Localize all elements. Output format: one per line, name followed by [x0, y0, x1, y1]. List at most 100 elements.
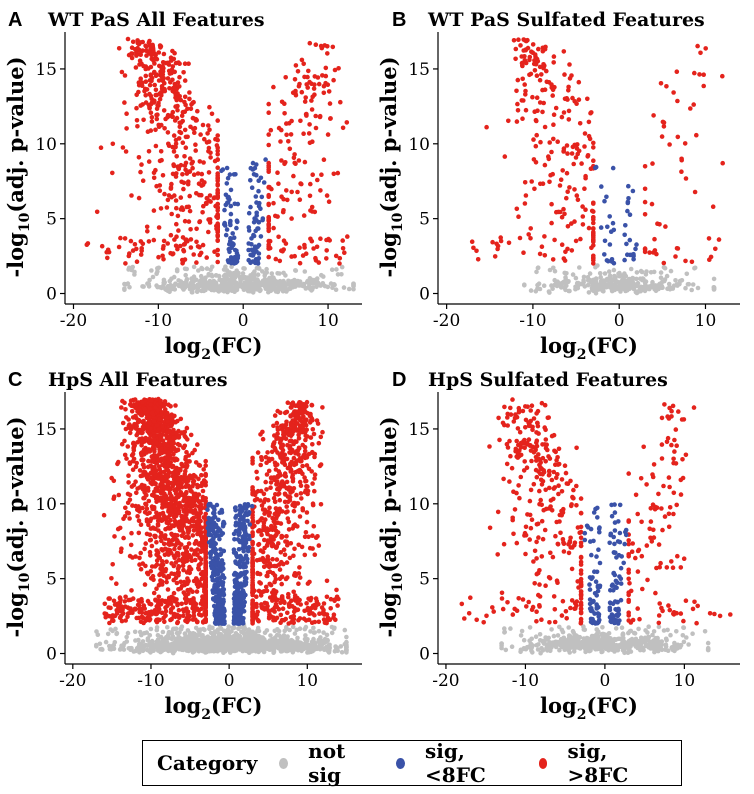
data-point	[225, 258, 231, 263]
data-point	[152, 61, 157, 66]
data-point	[334, 267, 339, 272]
data-point	[582, 131, 588, 136]
data-point	[183, 160, 189, 166]
data-point	[711, 276, 717, 282]
data-point	[630, 188, 636, 194]
data-point	[233, 260, 239, 266]
data-point	[200, 488, 206, 494]
data-point	[132, 629, 138, 635]
data-point	[190, 285, 196, 290]
data-point	[130, 264, 135, 270]
data-point	[122, 100, 127, 105]
data-point	[189, 161, 194, 166]
data-point	[539, 244, 545, 249]
data-point	[199, 606, 204, 612]
data-point	[218, 639, 223, 644]
data-point	[215, 208, 220, 213]
data-point	[177, 74, 182, 80]
data-point	[664, 84, 669, 89]
data-point	[194, 191, 199, 196]
data-point	[339, 264, 345, 270]
data-point	[547, 179, 552, 185]
data-point	[173, 141, 179, 147]
data-point	[186, 179, 191, 184]
data-point	[144, 630, 149, 635]
data-point	[180, 285, 185, 291]
data-point	[126, 510, 132, 516]
data-point	[166, 461, 171, 467]
data-point	[106, 596, 111, 601]
data-point	[144, 519, 150, 524]
data-point	[551, 265, 556, 271]
data-point	[149, 119, 155, 124]
data-point	[225, 175, 231, 181]
data-point	[326, 199, 332, 204]
data-point	[610, 220, 616, 226]
data-point	[310, 172, 316, 177]
data-point	[161, 51, 167, 57]
data-point	[249, 642, 254, 647]
data-point	[266, 221, 272, 227]
data-point	[140, 424, 146, 430]
data-point	[179, 601, 184, 607]
data-point	[664, 273, 670, 279]
data-point	[124, 111, 129, 116]
data-point	[196, 504, 202, 510]
data-point	[122, 452, 128, 458]
data-point	[292, 283, 298, 289]
data-point	[283, 75, 289, 80]
data-point	[552, 237, 557, 243]
data-point	[143, 73, 149, 79]
data-point	[226, 640, 232, 645]
data-point	[162, 494, 167, 499]
data-point	[658, 270, 664, 275]
data-point	[142, 406, 148, 412]
data-point	[134, 118, 140, 123]
data-point	[255, 625, 261, 631]
data-point	[638, 276, 643, 282]
data-point	[215, 171, 220, 176]
data-point	[97, 641, 103, 647]
data-point	[250, 248, 255, 253]
data-point	[236, 283, 242, 289]
data-point	[179, 641, 185, 647]
data-point	[183, 282, 188, 288]
data-point	[187, 570, 192, 576]
data-point	[582, 144, 587, 149]
data-point	[127, 553, 133, 559]
data-point	[171, 646, 176, 652]
data-point	[540, 109, 545, 115]
data-point	[263, 157, 268, 162]
data-point	[542, 234, 547, 239]
data-point	[292, 631, 298, 636]
data-point	[198, 561, 203, 566]
data-point	[151, 70, 157, 76]
data-point	[313, 125, 319, 131]
data-point	[218, 632, 224, 637]
data-point	[537, 251, 543, 257]
data-point	[302, 159, 308, 165]
data-point	[307, 281, 312, 287]
data-point	[286, 121, 292, 126]
data-point	[145, 129, 151, 134]
data-point	[208, 155, 213, 160]
data-point	[115, 526, 121, 532]
data-point	[164, 559, 169, 564]
data-point	[172, 535, 178, 541]
data-point	[179, 179, 184, 185]
data-point	[720, 73, 725, 79]
data-point	[150, 525, 156, 530]
data-point	[248, 178, 253, 183]
data-point	[193, 148, 198, 153]
data-point	[160, 173, 166, 178]
data-point	[138, 550, 143, 556]
data-point	[180, 109, 186, 115]
data-point	[662, 278, 667, 284]
data-point	[571, 161, 576, 167]
data-point	[149, 543, 155, 549]
data-point	[587, 271, 593, 276]
data-point	[277, 258, 283, 264]
data-point	[642, 199, 648, 205]
data-point	[159, 93, 164, 98]
data-point	[242, 636, 247, 642]
